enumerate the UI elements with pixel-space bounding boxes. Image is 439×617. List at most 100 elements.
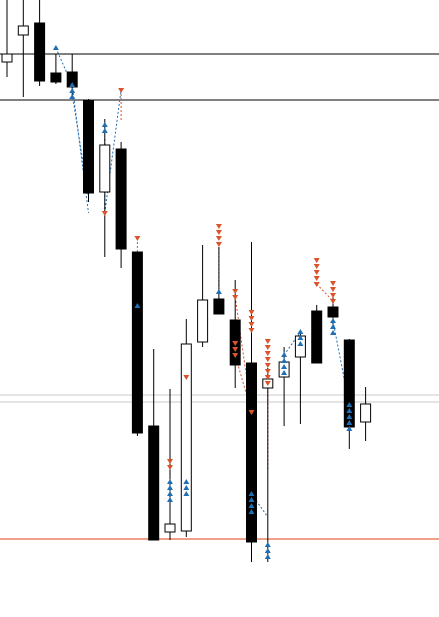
up-arrow-icon: [297, 329, 304, 334]
down-arrow-icon: [248, 310, 255, 315]
up-arrow-icon: [281, 370, 288, 375]
candle[interactable]: [34, 0, 46, 86]
down-arrow-icon: [330, 281, 336, 286]
down-arrow-icon: [167, 465, 173, 470]
candle[interactable]: [246, 242, 257, 562]
candle[interactable]: [83, 99, 94, 202]
up-arrow-icon: [346, 414, 353, 419]
up-arrow-icon: [183, 485, 190, 490]
up-arrow-icon: [69, 82, 76, 87]
down-arrow-icon: [118, 88, 125, 93]
candle[interactable]: [213, 247, 225, 315]
candle-body-bull: [180, 343, 192, 532]
up-arrow-icon: [101, 122, 108, 127]
candle-body-bear: [115, 148, 127, 250]
candle[interactable]: [50, 54, 62, 84]
trade-connector-line: [316, 283, 334, 302]
down-arrow-icon: [248, 316, 255, 321]
down-arrow-icon: [313, 270, 320, 275]
candle[interactable]: [180, 319, 192, 537]
up-arrow-icon: [183, 491, 190, 496]
candle[interactable]: [131, 251, 143, 436]
candle-body-bear: [246, 362, 257, 543]
candle[interactable]: [311, 305, 323, 364]
candle-body-bear: [50, 72, 62, 83]
candle-body-bull: [99, 144, 111, 193]
candle[interactable]: [148, 349, 160, 541]
down-arrow-icon: [330, 299, 336, 304]
up-arrow-icon: [346, 426, 353, 431]
up-arrow-icon: [346, 408, 353, 413]
up-arrow-icon: [248, 497, 255, 502]
down-arrow-icon: [330, 287, 336, 292]
down-arrow-icon: [232, 353, 239, 358]
down-arrow-icon: [232, 289, 239, 294]
candle[interactable]: [197, 245, 209, 347]
candle-body-bear: [213, 298, 225, 315]
up-arrow-icon: [167, 491, 173, 496]
down-arrow-icon: [264, 357, 271, 362]
down-arrow-icon: [215, 236, 222, 241]
up-arrow-icon: [248, 509, 255, 514]
down-arrow-icon: [264, 351, 271, 356]
candle-body-bear: [148, 425, 160, 541]
up-arrow-icon: [167, 479, 173, 484]
candle-body-bull: [17, 25, 29, 36]
candle[interactable]: [115, 142, 127, 268]
up-arrow-icon: [297, 341, 304, 346]
down-arrow-icon: [264, 375, 271, 380]
up-arrow-icon: [101, 128, 108, 133]
candle-body-bear: [343, 339, 355, 428]
down-arrow-icon: [248, 410, 255, 415]
up-arrow-icon: [281, 364, 288, 369]
down-arrow-icon: [248, 328, 255, 333]
down-arrow-icon: [264, 363, 271, 368]
candle-body-bear: [34, 22, 46, 82]
trade-connector-line: [71, 93, 89, 198]
trade-markers: [52, 45, 353, 559]
down-arrow-icon: [264, 345, 271, 350]
down-arrow-icon: [264, 381, 271, 386]
down-arrow-icon: [264, 339, 271, 344]
candle[interactable]: [1, 0, 13, 77]
trade-connector-line: [71, 84, 89, 214]
candle-body-bear: [83, 100, 94, 194]
down-arrow-icon: [215, 230, 222, 235]
up-arrow-icon: [215, 289, 222, 294]
down-arrow-icon: [215, 224, 222, 229]
down-arrow-icon: [313, 264, 320, 269]
up-arrow-icon: [167, 497, 173, 502]
candle-body-bull: [360, 403, 372, 423]
candle-body-bull: [197, 299, 209, 343]
down-arrow-icon: [248, 322, 255, 327]
up-arrow-icon: [248, 503, 255, 508]
down-arrow-icon: [183, 375, 190, 380]
level-lines: [0, 53, 439, 540]
candle[interactable]: [262, 368, 274, 562]
candle-body-bear: [131, 251, 143, 434]
candle[interactable]: [17, 0, 29, 97]
up-arrow-icon: [281, 352, 288, 357]
up-arrow-icon: [264, 542, 271, 547]
down-arrow-icon: [330, 293, 336, 298]
candle-body-bull: [1, 53, 13, 63]
down-arrow-icon: [264, 369, 271, 374]
up-arrow-icon: [330, 324, 336, 329]
candle[interactable]: [343, 339, 355, 449]
up-arrow-icon: [264, 548, 271, 553]
up-arrow-icon: [346, 420, 353, 425]
candle[interactable]: [164, 389, 176, 540]
up-arrow-icon: [69, 88, 76, 93]
candle[interactable]: [294, 334, 306, 424]
down-arrow-icon: [232, 341, 239, 346]
candle-body-bull: [164, 523, 176, 533]
candle[interactable]: [99, 119, 111, 257]
up-arrow-icon: [167, 485, 173, 490]
up-arrow-icon: [297, 335, 304, 340]
down-arrow-icon: [313, 258, 320, 263]
candles: [1, 0, 372, 562]
candle[interactable]: [360, 387, 372, 441]
candle-body-bear: [311, 310, 323, 364]
